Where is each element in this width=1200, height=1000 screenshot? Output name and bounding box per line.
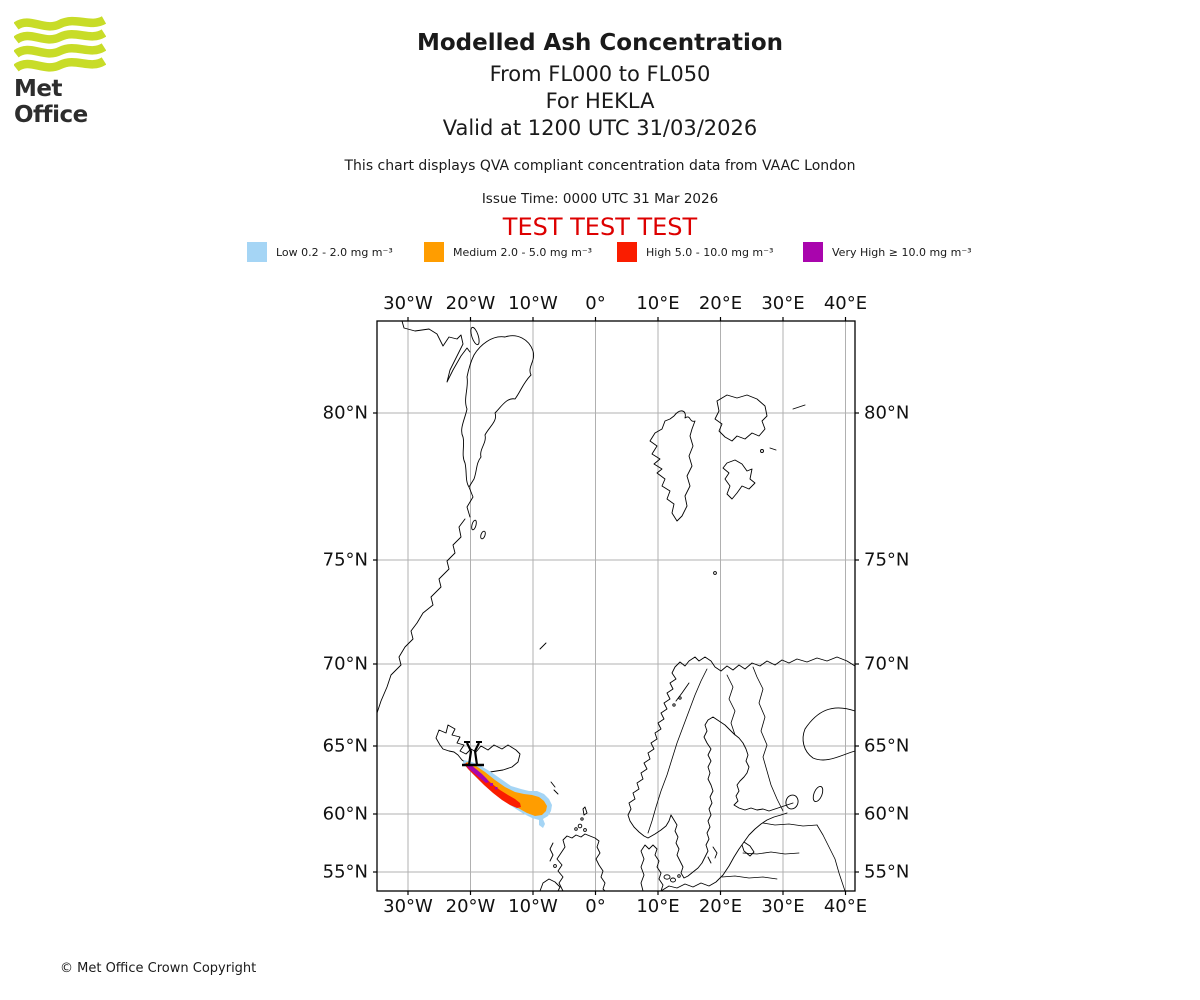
legend-label: Medium 2.0 - 5.0 mg m⁻³	[453, 245, 593, 259]
x-axis-label-top: 10°E	[636, 293, 680, 314]
coast-scotland	[556, 833, 606, 892]
x-axis-label-bottom: 10°W	[508, 896, 558, 917]
x-axis-label-bottom: 0°	[585, 896, 606, 917]
map-frame	[376, 320, 856, 892]
subtitle-valid-time: Valid at 1200 UTC 31/03/2026	[442, 116, 758, 140]
subtitle-flight-levels: From FL000 to FL050	[489, 62, 711, 86]
legend-item-2: High 5.0 - 10.0 mg m⁻³	[617, 242, 773, 262]
y-axis-label-right: 80°N	[864, 402, 910, 424]
y-axis-label-right: 75°N	[864, 549, 910, 571]
coast-faroe	[550, 781, 559, 795]
y-axis-label-right: 65°N	[864, 735, 910, 757]
axis-ticks	[373, 317, 859, 895]
map-canvas	[373, 317, 859, 895]
x-axis-label-top: 20°W	[445, 293, 496, 314]
y-axis-label-left: 75°N	[322, 549, 368, 571]
x-axis-label-bottom: 30°E	[761, 896, 805, 917]
coast-ireland	[539, 878, 561, 892]
legend-label: Very High ≥ 10.0 mg m⁻³	[832, 245, 972, 259]
ash-plume	[463, 760, 552, 828]
coast-denmark	[640, 844, 664, 892]
lat-lon-gridlines	[377, 321, 855, 891]
coast-white-sea	[802, 707, 856, 761]
legend-swatch-icon	[424, 242, 444, 262]
coast-scandinavia	[627, 656, 856, 879]
subtitle-volcano: For HEKLA	[545, 89, 655, 113]
country-borders	[647, 666, 846, 892]
y-axis-label-right: 70°N	[864, 653, 910, 675]
coast-svalbard	[649, 410, 696, 522]
concentration-legend: Low 0.2 - 2.0 mg m⁻³ Medium 2.0 - 5.0 mg …	[0, 242, 1200, 262]
x-axis-label-top: 20°E	[698, 293, 743, 314]
y-axis-label-right: 60°N	[864, 803, 910, 825]
legend-label: Low 0.2 - 2.0 mg m⁻³	[276, 245, 393, 259]
x-axis-label-bottom: 20°E	[698, 896, 743, 917]
page-title: Modelled Ash Concentration	[416, 30, 784, 56]
y-axis-label-left: 65°N	[322, 735, 368, 757]
legend-label: High 5.0 - 10.0 mg m⁻³	[646, 245, 774, 259]
volcano-eruption-icon	[462, 741, 484, 767]
legend-item-0: Low 0.2 - 2.0 mg m⁻³	[247, 242, 393, 262]
legend-swatch-icon	[803, 242, 823, 262]
y-axis-label-left: 60°N	[322, 803, 368, 825]
met-office-logo: Met Office	[14, 16, 134, 128]
legend-item-1: Medium 2.0 - 5.0 mg m⁻³	[424, 242, 592, 262]
x-axis-label-top: 30°E	[761, 293, 805, 314]
y-axis-label-left: 55°N	[322, 861, 368, 883]
x-axis-label-bottom: 40°E	[823, 896, 868, 917]
coast-greenland	[401, 320, 471, 383]
qva-note: This chart displays QVA compliant concen…	[344, 158, 856, 174]
legend-item-3: Very High ≥ 10.0 mg m⁻³	[803, 242, 972, 262]
met-office-logo-text: Met Office	[14, 76, 88, 128]
legend-swatch-icon	[247, 242, 267, 262]
x-axis-label-top: 0°	[585, 293, 606, 314]
x-axis-label-bottom: 30°W	[383, 896, 433, 917]
coast-jan-mayen	[539, 642, 547, 650]
legend-swatch-icon	[617, 242, 637, 262]
plume-very-high-contour	[466, 764, 498, 790]
coastlines	[376, 320, 856, 892]
x-axis-label-top: 30°W	[383, 293, 433, 314]
test-banner: TEST TEST TEST	[502, 213, 698, 241]
x-axis-label-top: 10°W	[508, 293, 558, 314]
met-office-waves-icon	[14, 16, 106, 72]
x-axis-label-bottom: 10°E	[636, 896, 680, 917]
copyright-notice: © Met Office Crown Copyright	[60, 961, 257, 976]
x-axis-label-bottom: 20°W	[445, 896, 496, 917]
y-axis-label-left: 80°N	[322, 402, 368, 424]
x-axis-label-top: 40°E	[823, 293, 868, 314]
plume-medium-contour	[465, 762, 547, 816]
issue-time: Issue Time: 0000 UTC 31 Mar 2026	[481, 191, 719, 207]
coast-baltic	[660, 812, 788, 892]
y-axis-label-right: 55°N	[864, 861, 910, 883]
y-axis-label-left: 70°N	[322, 653, 368, 675]
